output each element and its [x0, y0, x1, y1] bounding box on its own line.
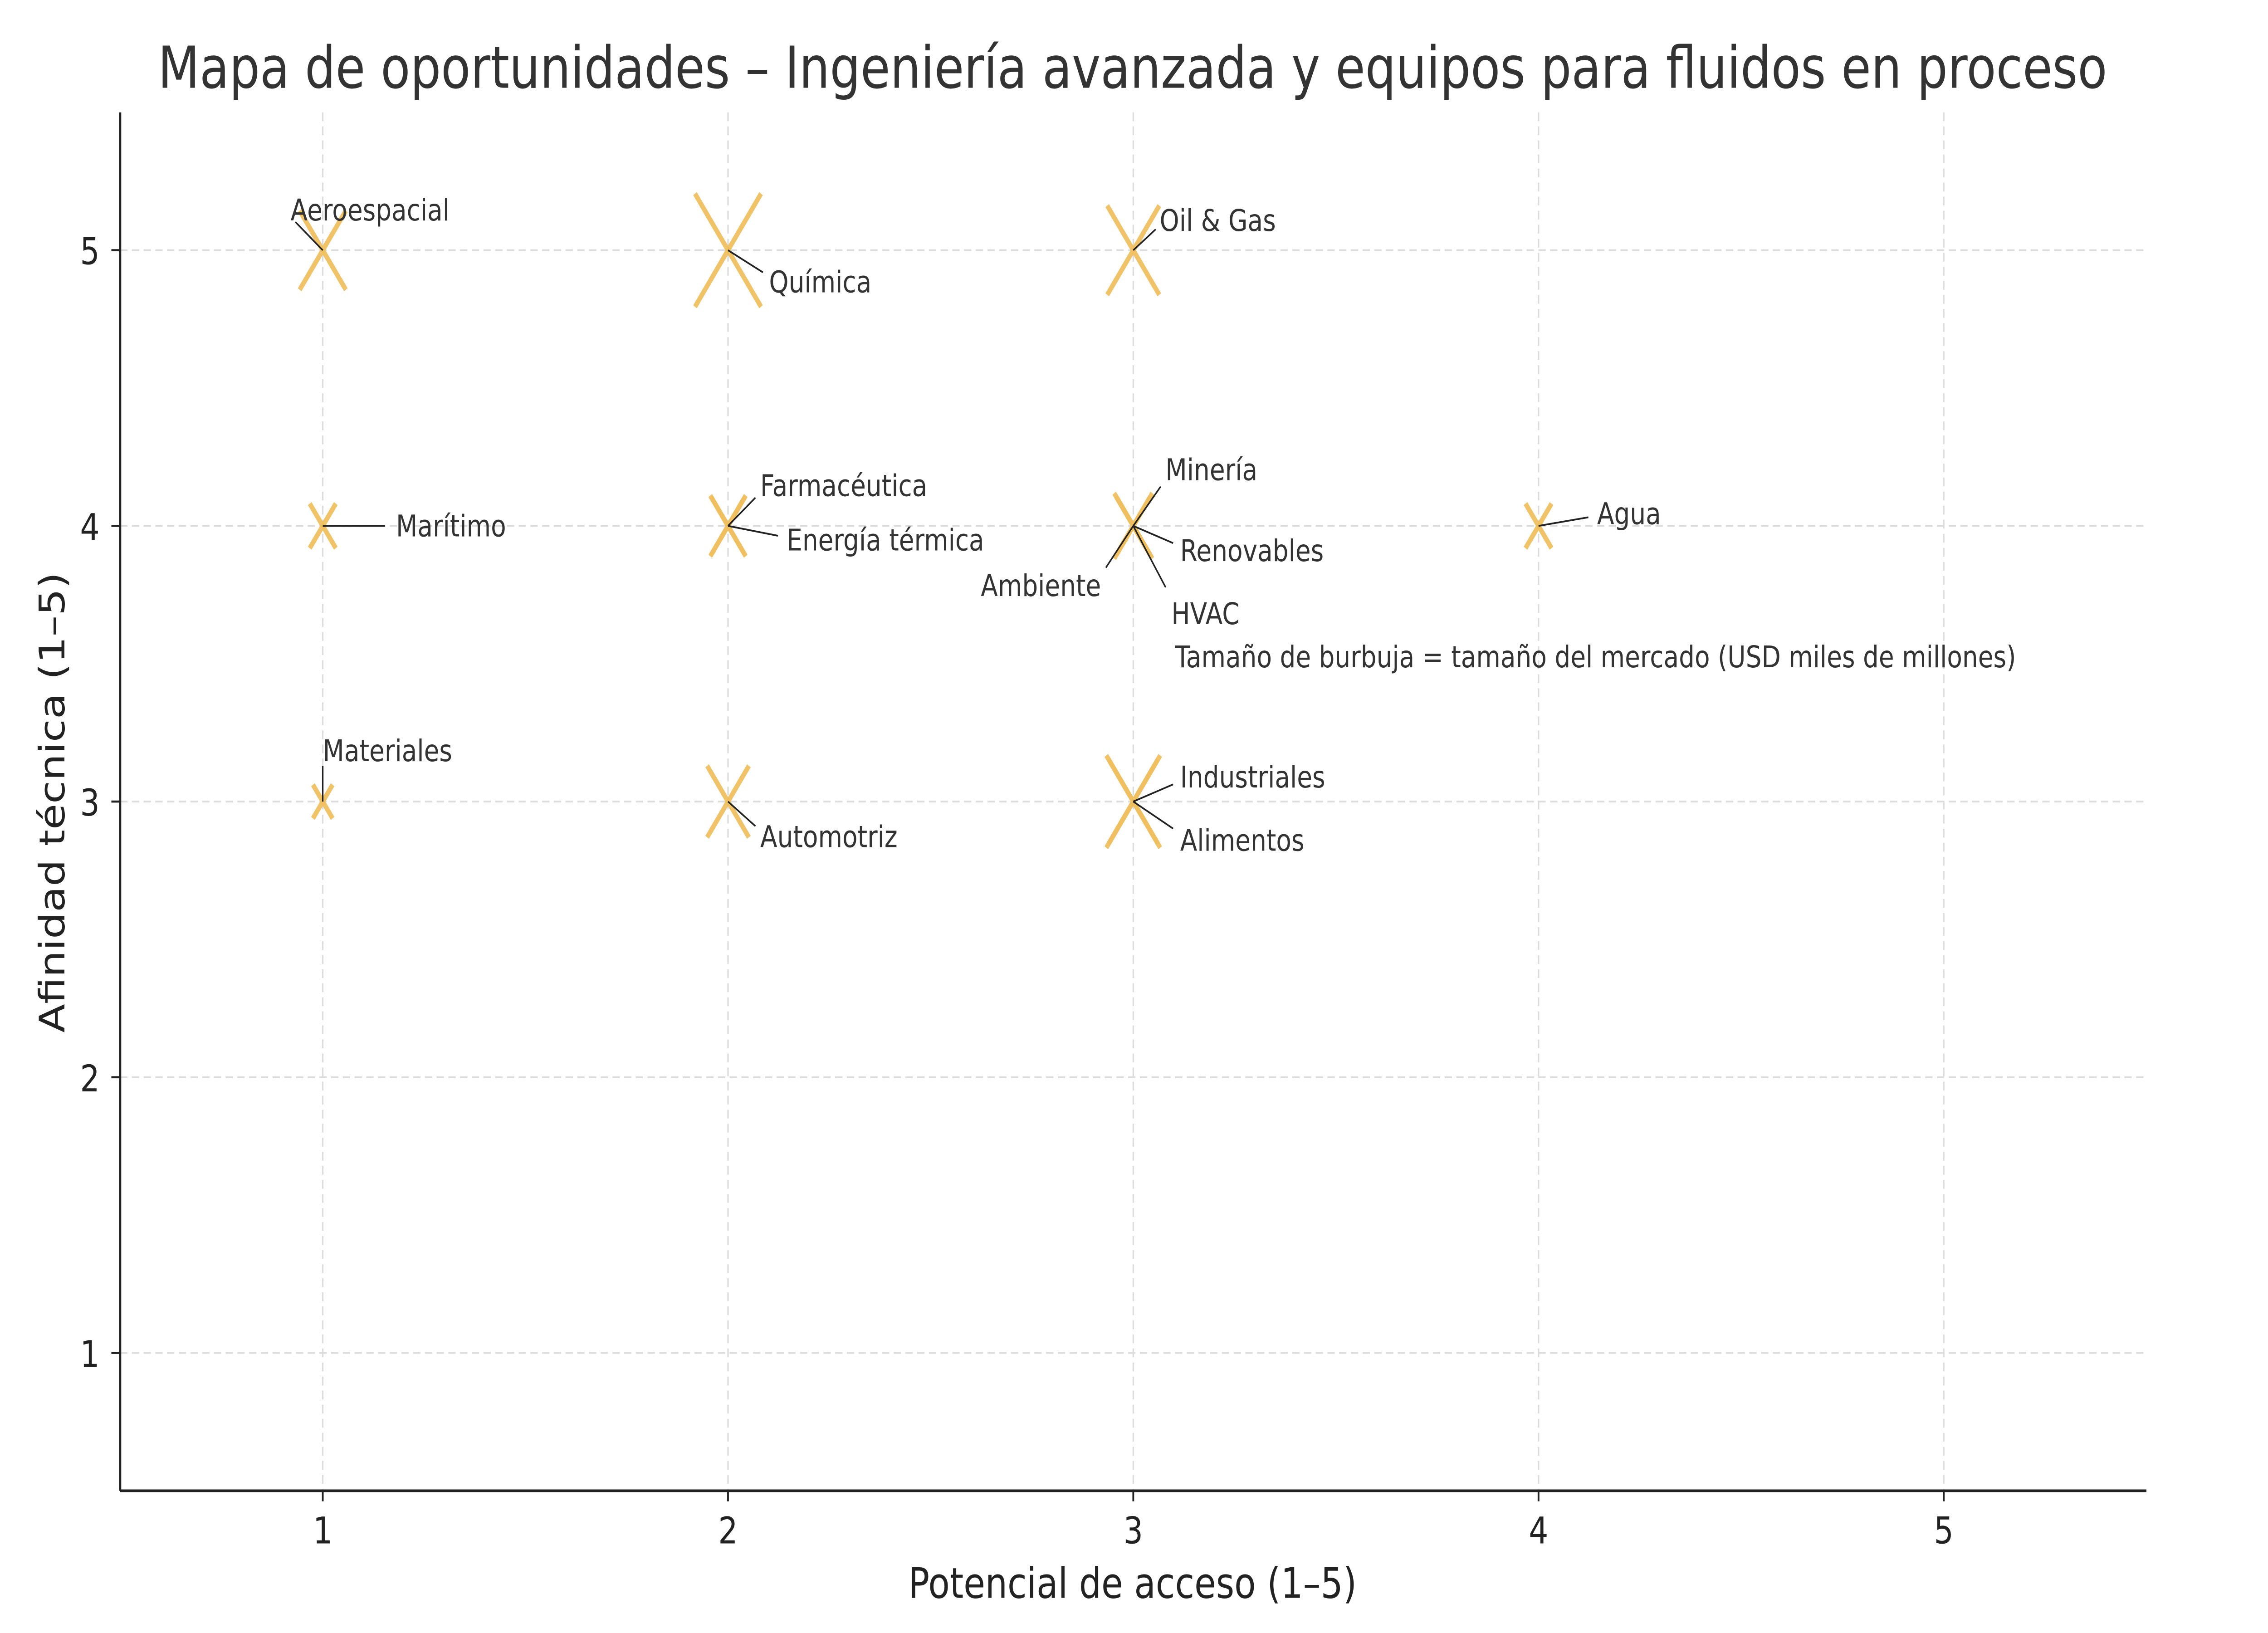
x-tick-label: 1 — [313, 1510, 332, 1552]
x-tick-label: 2 — [718, 1510, 738, 1552]
leader-line — [1133, 783, 1173, 802]
x-axis-label: Potencial de acceso (1–5) — [908, 1560, 1357, 1608]
point-label: Farmacéutica — [760, 469, 927, 504]
point-label: Minería — [1165, 453, 1257, 488]
leader-line — [1538, 516, 1589, 527]
point-label: Renovables — [1180, 534, 1324, 568]
leader-line — [728, 249, 763, 274]
point-label: Agua — [1597, 497, 1661, 532]
chart-title: Mapa de oportunidades – Ingeniería avanz… — [158, 34, 2107, 102]
axis-ticks: 1 2 3 4 5 1 2 3 4 5 — [80, 230, 1953, 1552]
leader-line — [727, 497, 756, 527]
point-label: Química — [769, 265, 871, 300]
x-tick-label: 3 — [1124, 1510, 1143, 1552]
point-label: Industriales — [1180, 760, 1325, 795]
leader-line — [1133, 525, 1167, 588]
point-label: Materiales — [323, 734, 452, 768]
point-labels: Aeroespacial Química Oil & Gas Marítimo Farm… — [291, 193, 1661, 858]
size-annotation: Tamaño de burbuja = tamaño del mercado (… — [1175, 640, 2016, 675]
y-tick-label: 4 — [80, 506, 99, 548]
leader-line — [728, 525, 778, 537]
leader-line — [1133, 801, 1174, 830]
x-tick-label: 5 — [1934, 1510, 1954, 1552]
point-label: Energía térmica — [787, 523, 984, 558]
point-label: Oil & Gas — [1160, 204, 1276, 238]
leader-line — [728, 801, 756, 827]
point-label: Automotriz — [760, 820, 898, 855]
point-label: Marítimo — [396, 509, 506, 544]
y-tick-label: 1 — [80, 1333, 99, 1376]
y-axis-label: Afinidad técnica (1–5) — [32, 572, 73, 1032]
leader-line — [1133, 229, 1156, 251]
leader-line — [1133, 486, 1162, 527]
leader-line — [295, 221, 323, 251]
leader-line — [1105, 525, 1134, 568]
x-tick-label: 4 — [1529, 1510, 1548, 1552]
y-tick-label: 2 — [80, 1057, 99, 1100]
y-tick-label: 5 — [80, 230, 99, 273]
point-label: Alimentos — [1180, 824, 1305, 858]
point-label: HVAC — [1171, 597, 1239, 631]
point-label: Aeroespacial — [291, 193, 450, 228]
leader-line — [1133, 525, 1173, 544]
y-tick-label: 3 — [80, 782, 99, 824]
point-label: Ambiente — [981, 569, 1101, 603]
